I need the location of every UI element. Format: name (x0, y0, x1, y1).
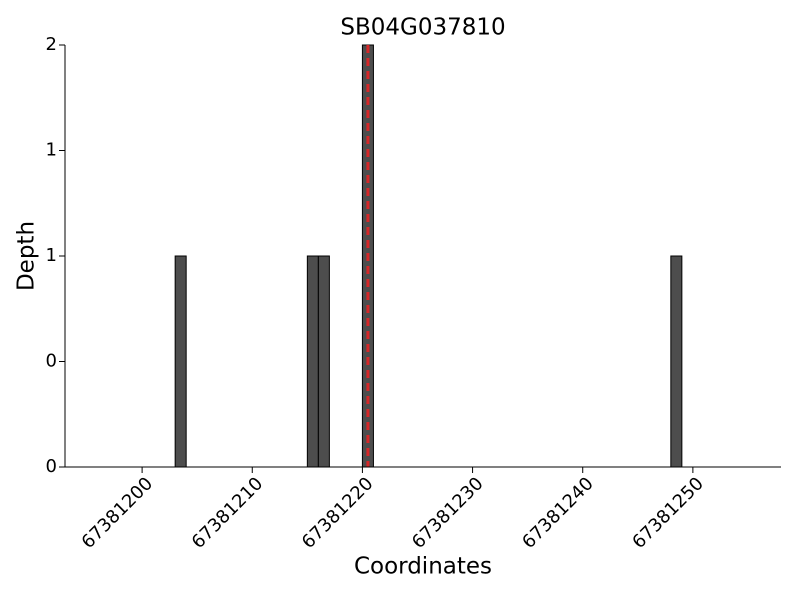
y-tick-label: 2 (46, 34, 57, 55)
bar (317, 255, 330, 468)
x-axis-label: Coordinates (354, 554, 492, 580)
y-axis-label: Depth (14, 221, 40, 291)
bar (306, 255, 319, 468)
bar (174, 255, 187, 468)
y-tick-label: 1 (46, 140, 57, 161)
y-tick-label: 1 (46, 245, 57, 266)
bar (670, 255, 683, 468)
chart-title: SB04G037810 (340, 15, 505, 41)
y-tick-label: 0 (46, 351, 57, 372)
y-tick-label: 0 (46, 456, 57, 477)
